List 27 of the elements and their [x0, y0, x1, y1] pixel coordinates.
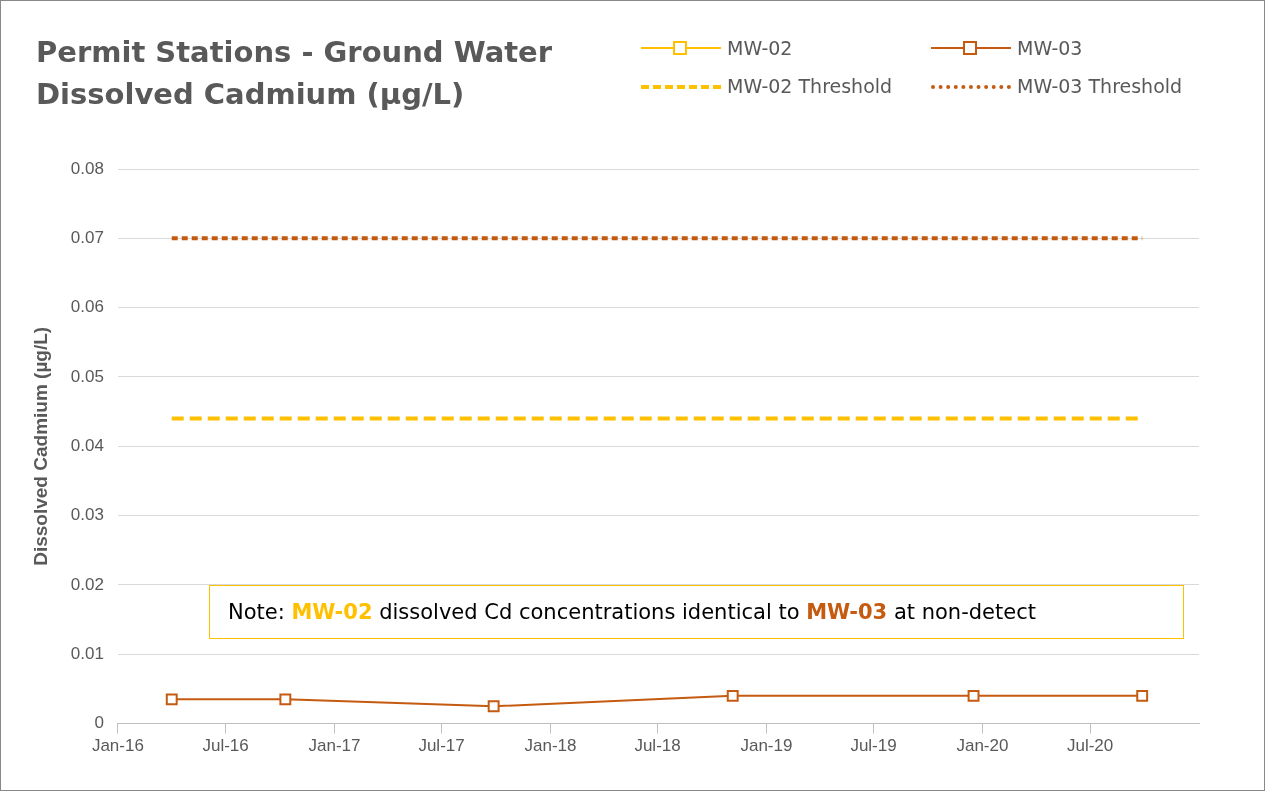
- y-tick-label: 0.02: [70, 574, 104, 594]
- legend-label: MW-03: [1017, 37, 1083, 59]
- y-tick-label: 0.05: [70, 366, 104, 386]
- x-tick-label: Jan-19: [740, 736, 793, 756]
- x-tick-label: Jan-16: [91, 736, 144, 756]
- x-tick-label: Jul-20: [1066, 736, 1114, 756]
- x-tick-label: Jul-16: [202, 736, 249, 756]
- x-tick-label: Jul-19: [850, 736, 897, 756]
- x-tick-label: Jan-20: [956, 736, 1009, 756]
- y-tick-label: 0.03: [70, 505, 104, 525]
- chart-title: Permit Stations - Ground Water Dissolved Cadmium (µg/L): [36, 34, 554, 113]
- annotation: Note: MW-02 dissolved Cd concentrations identical to MW-03 at non-detect: [228, 600, 1036, 624]
- legend-label: MW-02 Threshold: [727, 75, 893, 97]
- y-tick-label: 0.08: [70, 158, 104, 178]
- y-tick-label: 0.07: [70, 228, 104, 248]
- x-tick-label: Jul-17: [418, 736, 465, 756]
- x-tick-label: Jan-17: [308, 736, 361, 756]
- y-axis-title: Dissolved Cadmium (µg/L): [29, 326, 51, 566]
- x-tick-label: Jul-18: [634, 736, 681, 756]
- note-box: Note: MW-02 dissolved Cd concentrations identical to MW-03 at non-detect: [209, 585, 1184, 639]
- y-tick-label: 0: [94, 713, 104, 733]
- y-tick-label: 0.04: [70, 435, 104, 455]
- legend-label: MW-02: [727, 37, 793, 59]
- y-tick-label: 0.01: [70, 643, 104, 663]
- y-tick-label: 0.06: [70, 297, 104, 317]
- x-tick-label: Jan-18: [524, 736, 577, 756]
- legend-label: MW-03 Threshold: [1017, 75, 1183, 97]
